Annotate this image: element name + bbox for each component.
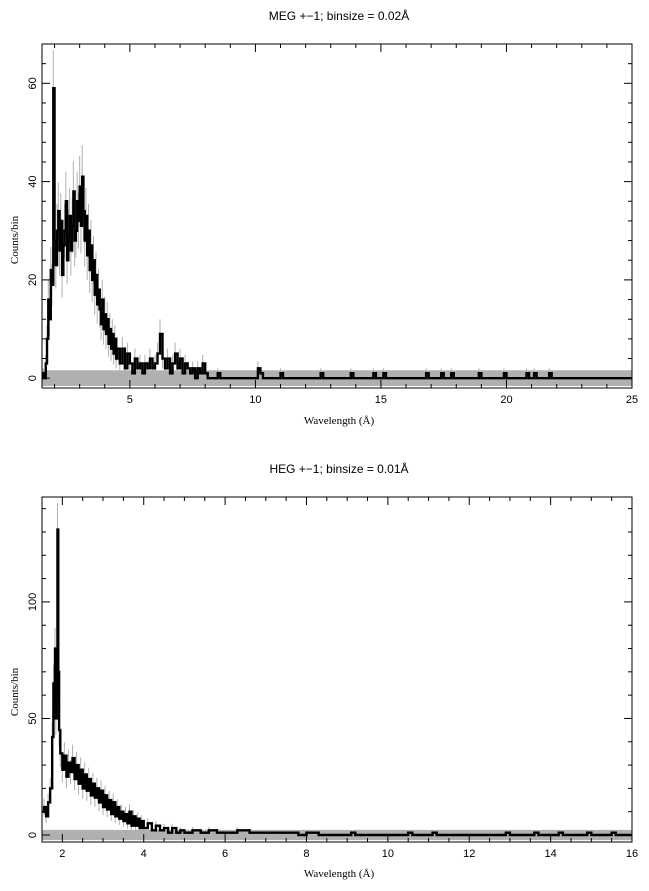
heg-xtick-label: 6	[222, 848, 228, 860]
heg-panel: HEG +−1; binsize = 0.01Å Wavelength (Å) …	[9, 461, 638, 880]
meg-xtick-label: 10	[249, 394, 261, 406]
meg-panel-ylabel: Counts/bin	[9, 215, 21, 264]
meg-xtick-label: 20	[500, 394, 512, 406]
heg-frame	[41, 496, 633, 843]
heg-xtick-label: 8	[303, 848, 309, 860]
heg-panel-xlabel: Wavelength (Å)	[304, 868, 375, 880]
meg-plot-area	[42, 50, 632, 387]
meg-xtick-label: 15	[375, 394, 387, 406]
meg-xtick-label: 5	[127, 394, 133, 406]
meg-ytick-label: 0	[27, 375, 39, 381]
meg-ytick-label: 20	[27, 274, 39, 286]
heg-panel-ylabel: Counts/bin	[9, 667, 21, 716]
heg-xtick-label: 12	[463, 848, 475, 860]
meg-panel-xlabel: Wavelength (Å)	[304, 415, 375, 427]
heg-spectrum-line	[42, 528, 632, 837]
meg-frame	[41, 43, 633, 389]
meg-ytick-label: 40	[27, 175, 39, 187]
heg-xtick-label: 10	[382, 848, 394, 860]
heg-plot-area	[42, 502, 632, 841]
meg-xtick-label: 25	[626, 394, 638, 406]
heg-xtick-label: 14	[544, 848, 556, 860]
heg-ytick-label: 50	[27, 712, 39, 724]
meg-panel: MEG +−1; binsize = 0.02Å Wavelength (Å) …	[9, 8, 638, 427]
heg-panel-title: HEG +−1; binsize = 0.01Å	[269, 461, 408, 476]
meg-spectrum-line	[42, 87, 632, 380]
heg-xtick-label: 2	[59, 848, 65, 860]
meg-ytick-label: 60	[27, 77, 39, 89]
heg-xtick-label: 16	[626, 848, 638, 860]
heg-ytick-label: 100	[27, 593, 39, 611]
meg-panel-title: MEG +−1; binsize = 0.02Å	[269, 8, 409, 23]
heg-ytick-label: 0	[27, 832, 39, 838]
heg-xtick-label: 4	[141, 848, 147, 860]
